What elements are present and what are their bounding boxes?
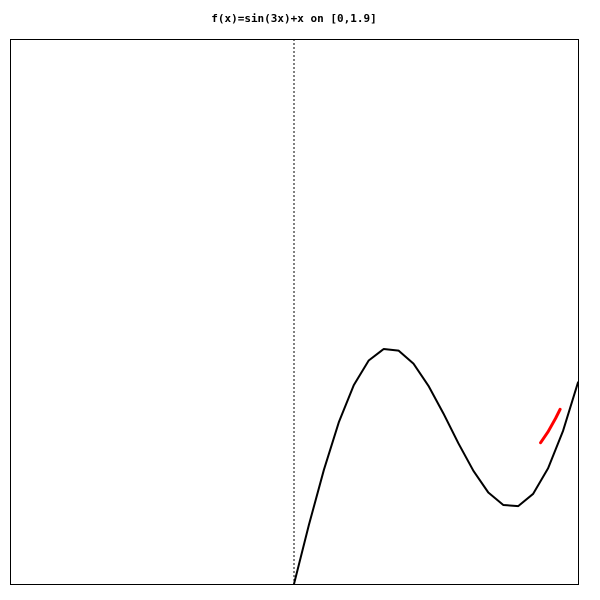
highlighted-segment-line — [539, 407, 562, 445]
chart-title: f(x)=sin(3x)+x on [0,1.9] — [211, 12, 377, 25]
function-curve-line — [293, 348, 579, 585]
series-layer — [293, 348, 579, 585]
